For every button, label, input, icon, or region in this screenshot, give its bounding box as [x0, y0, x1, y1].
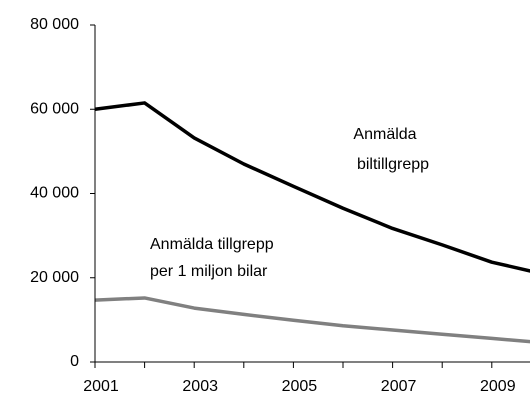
y-tick-label: 0: [70, 353, 79, 370]
y-tick-label: 80 000: [30, 16, 79, 33]
y-tick-label: 40 000: [30, 185, 79, 202]
annotation: per 1 miljon bilar: [150, 263, 268, 280]
annotation: Anmälda: [353, 126, 416, 143]
annotation: Anmälda tillgrepp: [150, 236, 274, 253]
x-tick-label: 2001: [83, 378, 119, 395]
annotation: biltillgrepp: [357, 156, 429, 173]
plot-area: [94, 101, 530, 344]
y-tick-label: 60 000: [30, 100, 79, 117]
line-series: [94, 296, 530, 344]
y-tick-label: 20 000: [30, 269, 79, 286]
x-tick-label: 2009: [480, 378, 516, 395]
x-tick-label: 2003: [182, 378, 218, 395]
line-series: [94, 101, 530, 273]
x-tick-label: 2007: [381, 378, 417, 395]
x-tick-label: 2005: [282, 378, 318, 395]
